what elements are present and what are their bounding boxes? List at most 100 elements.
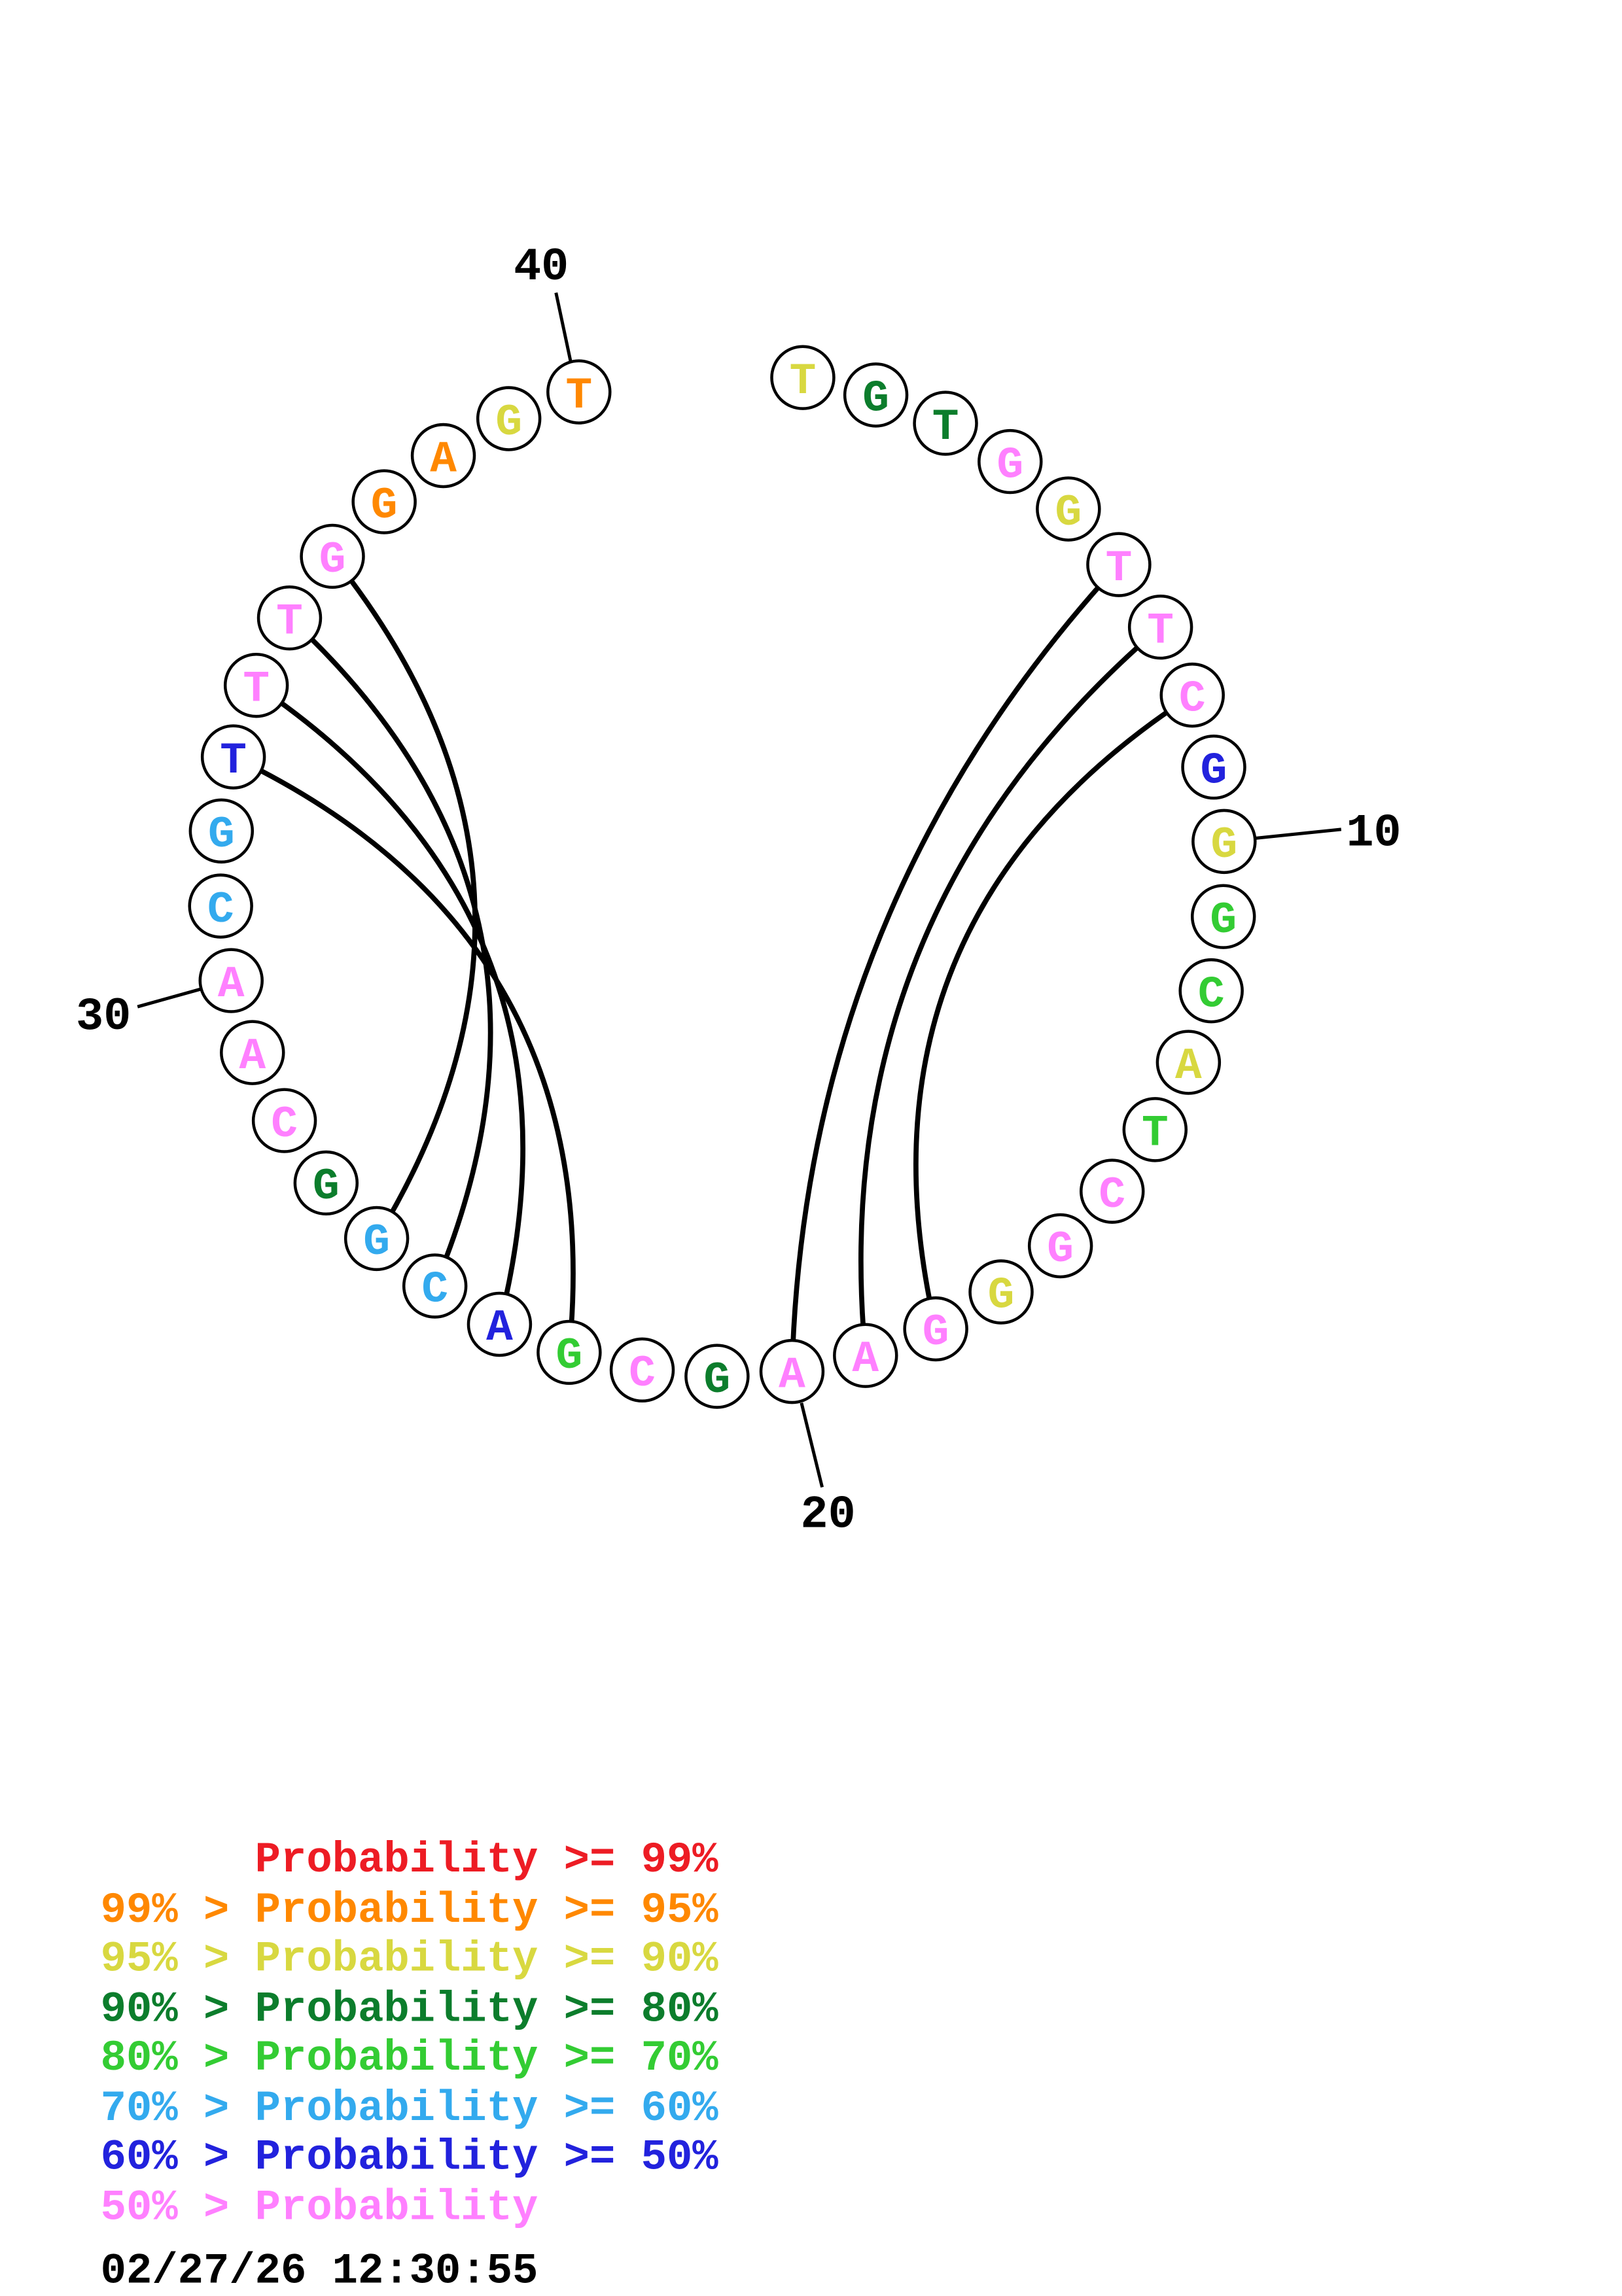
- nucleotide-base: G: [319, 536, 346, 585]
- base-pair-arc: [858, 624, 1163, 1359]
- nucleotide-base: T: [790, 357, 817, 407]
- position-label-leader-line: [1255, 827, 1342, 840]
- nucleotide-circle: [188, 798, 255, 864]
- base-pair-arc: [287, 615, 493, 1289]
- nucleotide-circle: [1190, 884, 1256, 949]
- nucleotide-circle: [978, 428, 1043, 495]
- probability-legend: Probability >= 99% 99% > Probability >= 9…: [101, 1836, 718, 2233]
- nucleotide-circle: [913, 391, 978, 456]
- legend-line: 80% > Probability >= 70%: [100, 2034, 718, 2083]
- nucleotide-circle: [759, 1338, 825, 1404]
- nucleotide-base: A: [486, 1304, 513, 1353]
- nucleotide-base: C: [629, 1349, 656, 1399]
- base-pair-arc: [913, 692, 1195, 1332]
- nucleotide-base: G: [1210, 821, 1237, 871]
- nucleotide-circle: [293, 1150, 359, 1216]
- nucleotide-base: T: [1106, 544, 1133, 594]
- nucleotide-circle: [402, 1253, 468, 1319]
- position-label-leader-line: [800, 1402, 824, 1488]
- position-label: 30: [76, 992, 131, 1043]
- nucleotide-base: A: [779, 1351, 805, 1400]
- rna-circle-plot: T GTGGTTCGGGCATCGGGAAGCGACGGCAACGTTTGGAGT…: [76, 242, 1402, 1542]
- nucleotide-base: T: [220, 737, 247, 786]
- position-label: 10: [1347, 809, 1402, 860]
- legend-line: 70% > Probability >= 60%: [100, 2083, 718, 2133]
- nucleotide-base: G: [556, 1332, 583, 1382]
- position-label-leader-line: [554, 292, 573, 363]
- nucleotide-circle: [344, 1206, 410, 1272]
- timestamp: 02/27/26 12:30:55: [100, 2247, 538, 2296]
- nucleotide-circle: [609, 1337, 675, 1403]
- nucleotide-base: A: [852, 1335, 879, 1385]
- nucleotide-circle: [188, 873, 253, 939]
- nucleotide-circle: [256, 585, 323, 651]
- nucleotide-base: G: [1210, 896, 1237, 946]
- nucleotide-circle: [198, 948, 264, 1013]
- nucleotide-circle: [1181, 734, 1246, 800]
- nucleotide-base: T: [1147, 606, 1174, 656]
- nucleotide-circle: [1086, 532, 1152, 597]
- nucleotide-circle: [968, 1259, 1034, 1325]
- nucleotide-circle: [1155, 1030, 1222, 1095]
- nucleotide-circle: [770, 345, 836, 410]
- nucleotide-circle: [467, 1291, 533, 1357]
- nucleotide-base: G: [704, 1356, 731, 1406]
- nucleotide-base: T: [243, 665, 270, 714]
- nucleotide-base: G: [363, 1218, 390, 1268]
- nucleotide-circle: [220, 1020, 285, 1085]
- legend-line: 95% > Probability >= 90%: [100, 1935, 718, 1984]
- nucleotide-base: A: [1175, 1042, 1202, 1092]
- nucleotide-base: G: [862, 375, 889, 425]
- nucleotide-base: G: [1201, 746, 1227, 796]
- nucleotide-base: G: [923, 1308, 949, 1358]
- nucleotide-circle: [200, 724, 266, 790]
- nucleotide-circle: [546, 359, 612, 425]
- legend-line: 60% > Probability >= 50%: [100, 2133, 718, 2182]
- base-pair-arc: [330, 553, 478, 1242]
- nucleotide-circle: [1159, 662, 1225, 728]
- nucleotide-base: G: [1047, 1225, 1074, 1275]
- nucleotide-base: G: [988, 1272, 1015, 1321]
- nucleotide-circle: [903, 1296, 968, 1362]
- nucleotide-base: G: [208, 810, 235, 860]
- nucleotide-base: T: [276, 597, 303, 647]
- nucleotide-circle: [684, 1344, 750, 1409]
- nucleotide-circle: [843, 362, 909, 428]
- position-label: 40: [514, 242, 569, 294]
- nucleotide-base: C: [1179, 674, 1206, 724]
- nucleotide-base: G: [495, 398, 522, 448]
- nucleotide-base: C: [1198, 970, 1225, 1020]
- nucleotide-base: T: [1142, 1109, 1169, 1159]
- nucleotide-circle: [251, 1088, 317, 1153]
- nucleotide-base: G: [371, 481, 398, 531]
- base-pair-arc: [789, 562, 1121, 1374]
- nucleotide-base: A: [430, 435, 457, 485]
- legend-line: Probability >= 99%: [100, 1835, 718, 1885]
- legend-line: 90% > Probability >= 80%: [100, 1985, 718, 2034]
- nucleotide-circle: [223, 653, 289, 718]
- nucleotide-base: G: [313, 1162, 340, 1212]
- nucleotide-base: C: [421, 1266, 448, 1315]
- nucleotide-circle: [1178, 958, 1244, 1024]
- nucleotide-circle: [300, 523, 365, 589]
- nucleotide-base: A: [218, 960, 245, 1010]
- nucleotide-base: G: [1055, 489, 1082, 538]
- nucleotide-base: C: [207, 886, 234, 935]
- legend-line: 50% > Probability: [100, 2182, 538, 2232]
- nucleotide-circle: [537, 1319, 602, 1385]
- nucleotide-base: A: [239, 1032, 266, 1082]
- position-label-leader-line: [137, 987, 202, 1009]
- nucleotide-circle: [1127, 594, 1193, 660]
- nucleotide-circle: [410, 423, 476, 489]
- position-label: 20: [801, 1490, 856, 1542]
- nucleotide-base: C: [1099, 1171, 1125, 1221]
- base-pair-arc: [253, 682, 525, 1327]
- nucleotide-circle: [1027, 1213, 1093, 1279]
- base-pair-arc: [230, 754, 576, 1355]
- nucleotide-circle: [1080, 1158, 1145, 1224]
- nucleotide-circle: [476, 386, 542, 451]
- nucleotide-base: C: [271, 1100, 298, 1150]
- nucleotide-circle: [1036, 476, 1101, 542]
- nucleotide-circle: [351, 469, 417, 534]
